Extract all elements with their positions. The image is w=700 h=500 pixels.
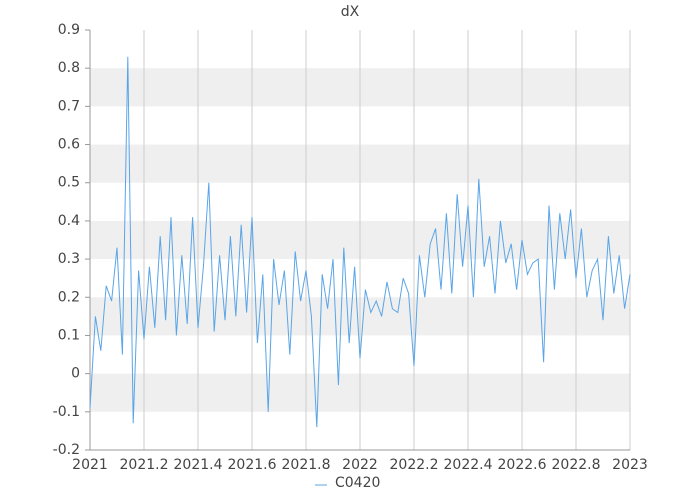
legend-label: C0420: [335, 475, 380, 491]
x-tick-label: 2022.6: [498, 457, 547, 473]
x-tick-label: 2021: [72, 457, 108, 473]
x-tick-label: 2021.4: [174, 457, 223, 473]
x-tick-label: 2022.8: [552, 457, 601, 473]
y-tick-label: -0.1: [53, 404, 80, 420]
y-tick-label: 0.4: [58, 213, 80, 229]
y-tick-label: 0.7: [58, 98, 80, 114]
y-tick-label: 0.6: [58, 137, 80, 153]
y-tick-label: 0.1: [58, 327, 80, 343]
y-tick-label: 0.5: [58, 175, 80, 191]
chart-title: dX: [341, 4, 360, 20]
x-tick-label: 2022.2: [390, 457, 439, 473]
x-tick-label: 2022.4: [444, 457, 493, 473]
y-tick-label: -0.2: [53, 442, 80, 458]
y-tick-label: 0.2: [58, 289, 80, 305]
x-tick-label: 2021.8: [282, 457, 331, 473]
x-tick-label: 2021.2: [120, 457, 169, 473]
x-tick-label: 2021.6: [228, 457, 277, 473]
y-tick-label: 0.8: [58, 60, 80, 76]
x-tick-label: 2023: [612, 457, 648, 473]
data-line: [89, 56, 631, 428]
y-tick-label: 0.9: [58, 22, 80, 38]
y-tick-label: 0.3: [58, 251, 80, 267]
x-tick-label: 2022: [342, 457, 378, 473]
y-tick-label: 0: [71, 366, 80, 382]
